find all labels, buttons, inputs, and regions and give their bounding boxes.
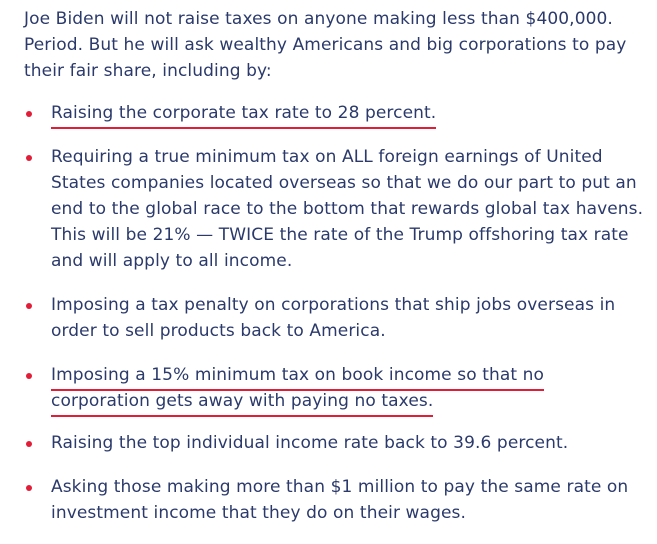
item-line: Imposing a tax penalty on corporations t… (51, 295, 616, 315)
bullet-dot-icon (26, 441, 32, 447)
item-line: and will apply to all income. (51, 251, 293, 271)
item-line: States companies located overseas so tha… (51, 173, 637, 193)
item-line: investment income that they do on their … (51, 503, 466, 523)
bullet-dot-icon (26, 373, 32, 379)
highlighted-text: Imposing a 15% minimum tax on book incom… (51, 365, 545, 391)
highlighted-text: Raising the corporate tax rate to 28 per… (51, 103, 437, 129)
item-line: end to the global race to the bottom tha… (51, 199, 644, 219)
tax-plan-list: Raising the corporate tax rate to 28 per… (24, 100, 654, 526)
bullet-dot-icon (26, 303, 32, 309)
article-body: Joe Biden will not raise taxes on anyone… (24, 6, 654, 544)
list-item: Imposing a 15% minimum tax on book incom… (24, 362, 654, 417)
intro-line: Joe Biden will not raise taxes on anyone… (24, 9, 613, 29)
list-item: Asking those making more than $1 million… (24, 474, 654, 526)
intro-line: their fair share, including by: (24, 61, 272, 81)
bullet-dot-icon (26, 485, 32, 491)
item-line: order to sell products back to America. (51, 321, 386, 341)
item-line: Requiring a true minimum tax on ALL fore… (51, 147, 603, 167)
highlighted-text: corporation gets away with paying no tax… (51, 391, 434, 417)
list-item: Raising the top individual income rate b… (24, 430, 654, 456)
item-line: Asking those making more than $1 million… (51, 477, 629, 497)
bullet-dot-icon (26, 155, 32, 161)
intro-paragraph: Joe Biden will not raise taxes on anyone… (24, 6, 654, 84)
list-item: Requiring a true minimum tax on ALL fore… (24, 144, 654, 274)
intro-line: Period. But he will ask wealthy American… (24, 35, 627, 55)
list-item: Imposing a tax penalty on corporations t… (24, 292, 654, 344)
bullet-dot-icon (26, 111, 32, 117)
item-line: Raising the top individual income rate b… (51, 433, 569, 453)
list-item: Raising the corporate tax rate to 28 per… (24, 100, 654, 129)
item-line: This will be 21% — TWICE the rate of the… (51, 225, 629, 245)
